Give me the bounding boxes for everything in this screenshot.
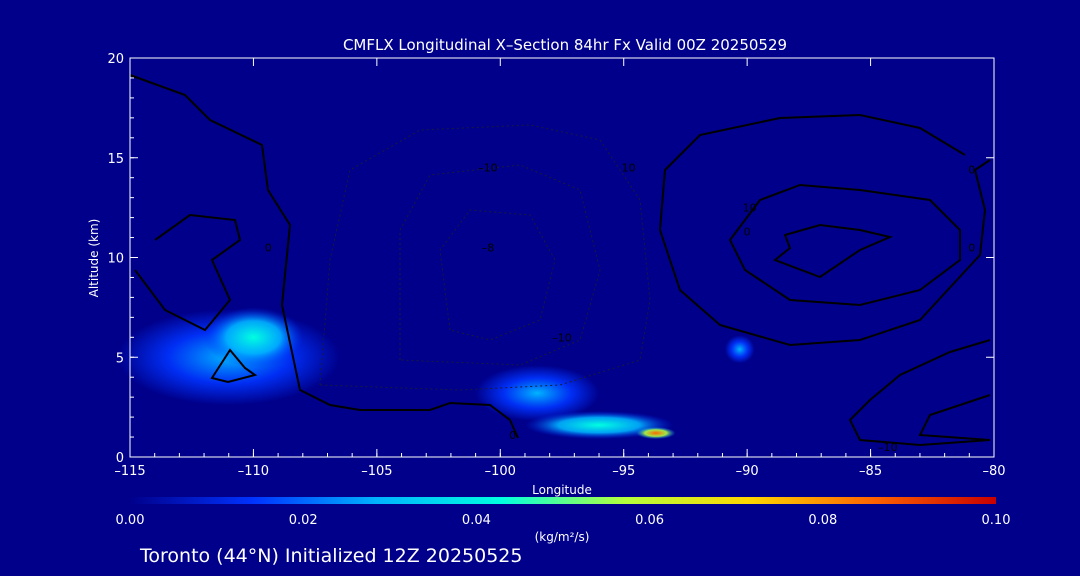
contour-label: –8 (482, 242, 495, 255)
contour-label: 10 (743, 202, 757, 215)
contour-label: –10 (552, 331, 572, 344)
flux-blob (724, 335, 755, 364)
zero-contour-west (129, 74, 519, 439)
colorbar (130, 497, 996, 504)
x-tick-label: –115 (114, 464, 145, 479)
contour-label: 0 (509, 429, 516, 442)
colorbar-tick-label: 0.10 (982, 513, 1011, 528)
y-tick-label: 20 (107, 52, 124, 67)
east-contour-low (848, 339, 991, 447)
x-axis: –115 –110 –105 –100 –95 –90 –85 –80 (114, 58, 1006, 479)
colorbar-tick-label: 0.06 (635, 513, 664, 528)
footer-caption: Toronto (44°N) Initialized 12Z 20250525 (139, 545, 523, 567)
colorbar-tick-label: 0.04 (462, 513, 491, 528)
contour-labels: 0 0 10 –10 –8 –10 0 10 0 0 –10 (265, 162, 976, 454)
contour-label: 10 (622, 162, 636, 175)
x-tick-label: –90 (736, 464, 759, 479)
colorbar-tick-label: 0.08 (808, 513, 837, 528)
negative-contours (319, 124, 651, 391)
x-tick-label: –80 (982, 464, 1005, 479)
x-tick-label: –100 (485, 464, 516, 479)
contour-label: –10 (878, 441, 898, 454)
flux-blob (524, 411, 674, 440)
east-contour-middle (728, 183, 961, 307)
colorbar-tick-label: 0.00 (116, 513, 145, 528)
flux-field (117, 307, 755, 440)
colorbar-units: (kg/m²/s) (535, 530, 590, 544)
contour-label: –10 (478, 162, 498, 175)
x-tick-label: –105 (361, 464, 392, 479)
y-axis-label: Altitude (km) (87, 219, 101, 298)
contour-label: 0 (968, 164, 975, 177)
chart-title: CMFLX Longitudinal X–Section 84hr Fx Val… (343, 36, 787, 54)
contour-label: 0 (265, 242, 272, 255)
east-contour-small (918, 394, 991, 441)
flux-blob (636, 427, 676, 440)
x-tick-label: –85 (859, 464, 882, 479)
x-axis-label: Longitude (532, 483, 592, 497)
contour-label: 0 (968, 242, 975, 255)
y-tick-label: 0 (116, 451, 124, 466)
flux-blob (475, 365, 600, 422)
east-contour-core (773, 223, 894, 279)
zero-contour-inner (134, 213, 242, 332)
y-tick-label: 10 (107, 252, 124, 267)
contour-label: 0 (744, 226, 751, 239)
x-tick-label: –110 (238, 464, 269, 479)
y-tick-label: 15 (107, 152, 124, 167)
colorbar-tick-label: 0.02 (289, 513, 318, 528)
y-tick-label: 5 (116, 351, 124, 366)
y-axis: 0 5 10 15 20 (107, 52, 994, 466)
colorbar-tick-labels: 0.00 0.02 0.04 0.06 0.08 0.10 (116, 513, 1011, 528)
contour-lines (129, 74, 991, 447)
x-tick-label: –95 (612, 464, 635, 479)
east-contour-outer (658, 113, 991, 347)
small-loop-contour (210, 348, 258, 384)
